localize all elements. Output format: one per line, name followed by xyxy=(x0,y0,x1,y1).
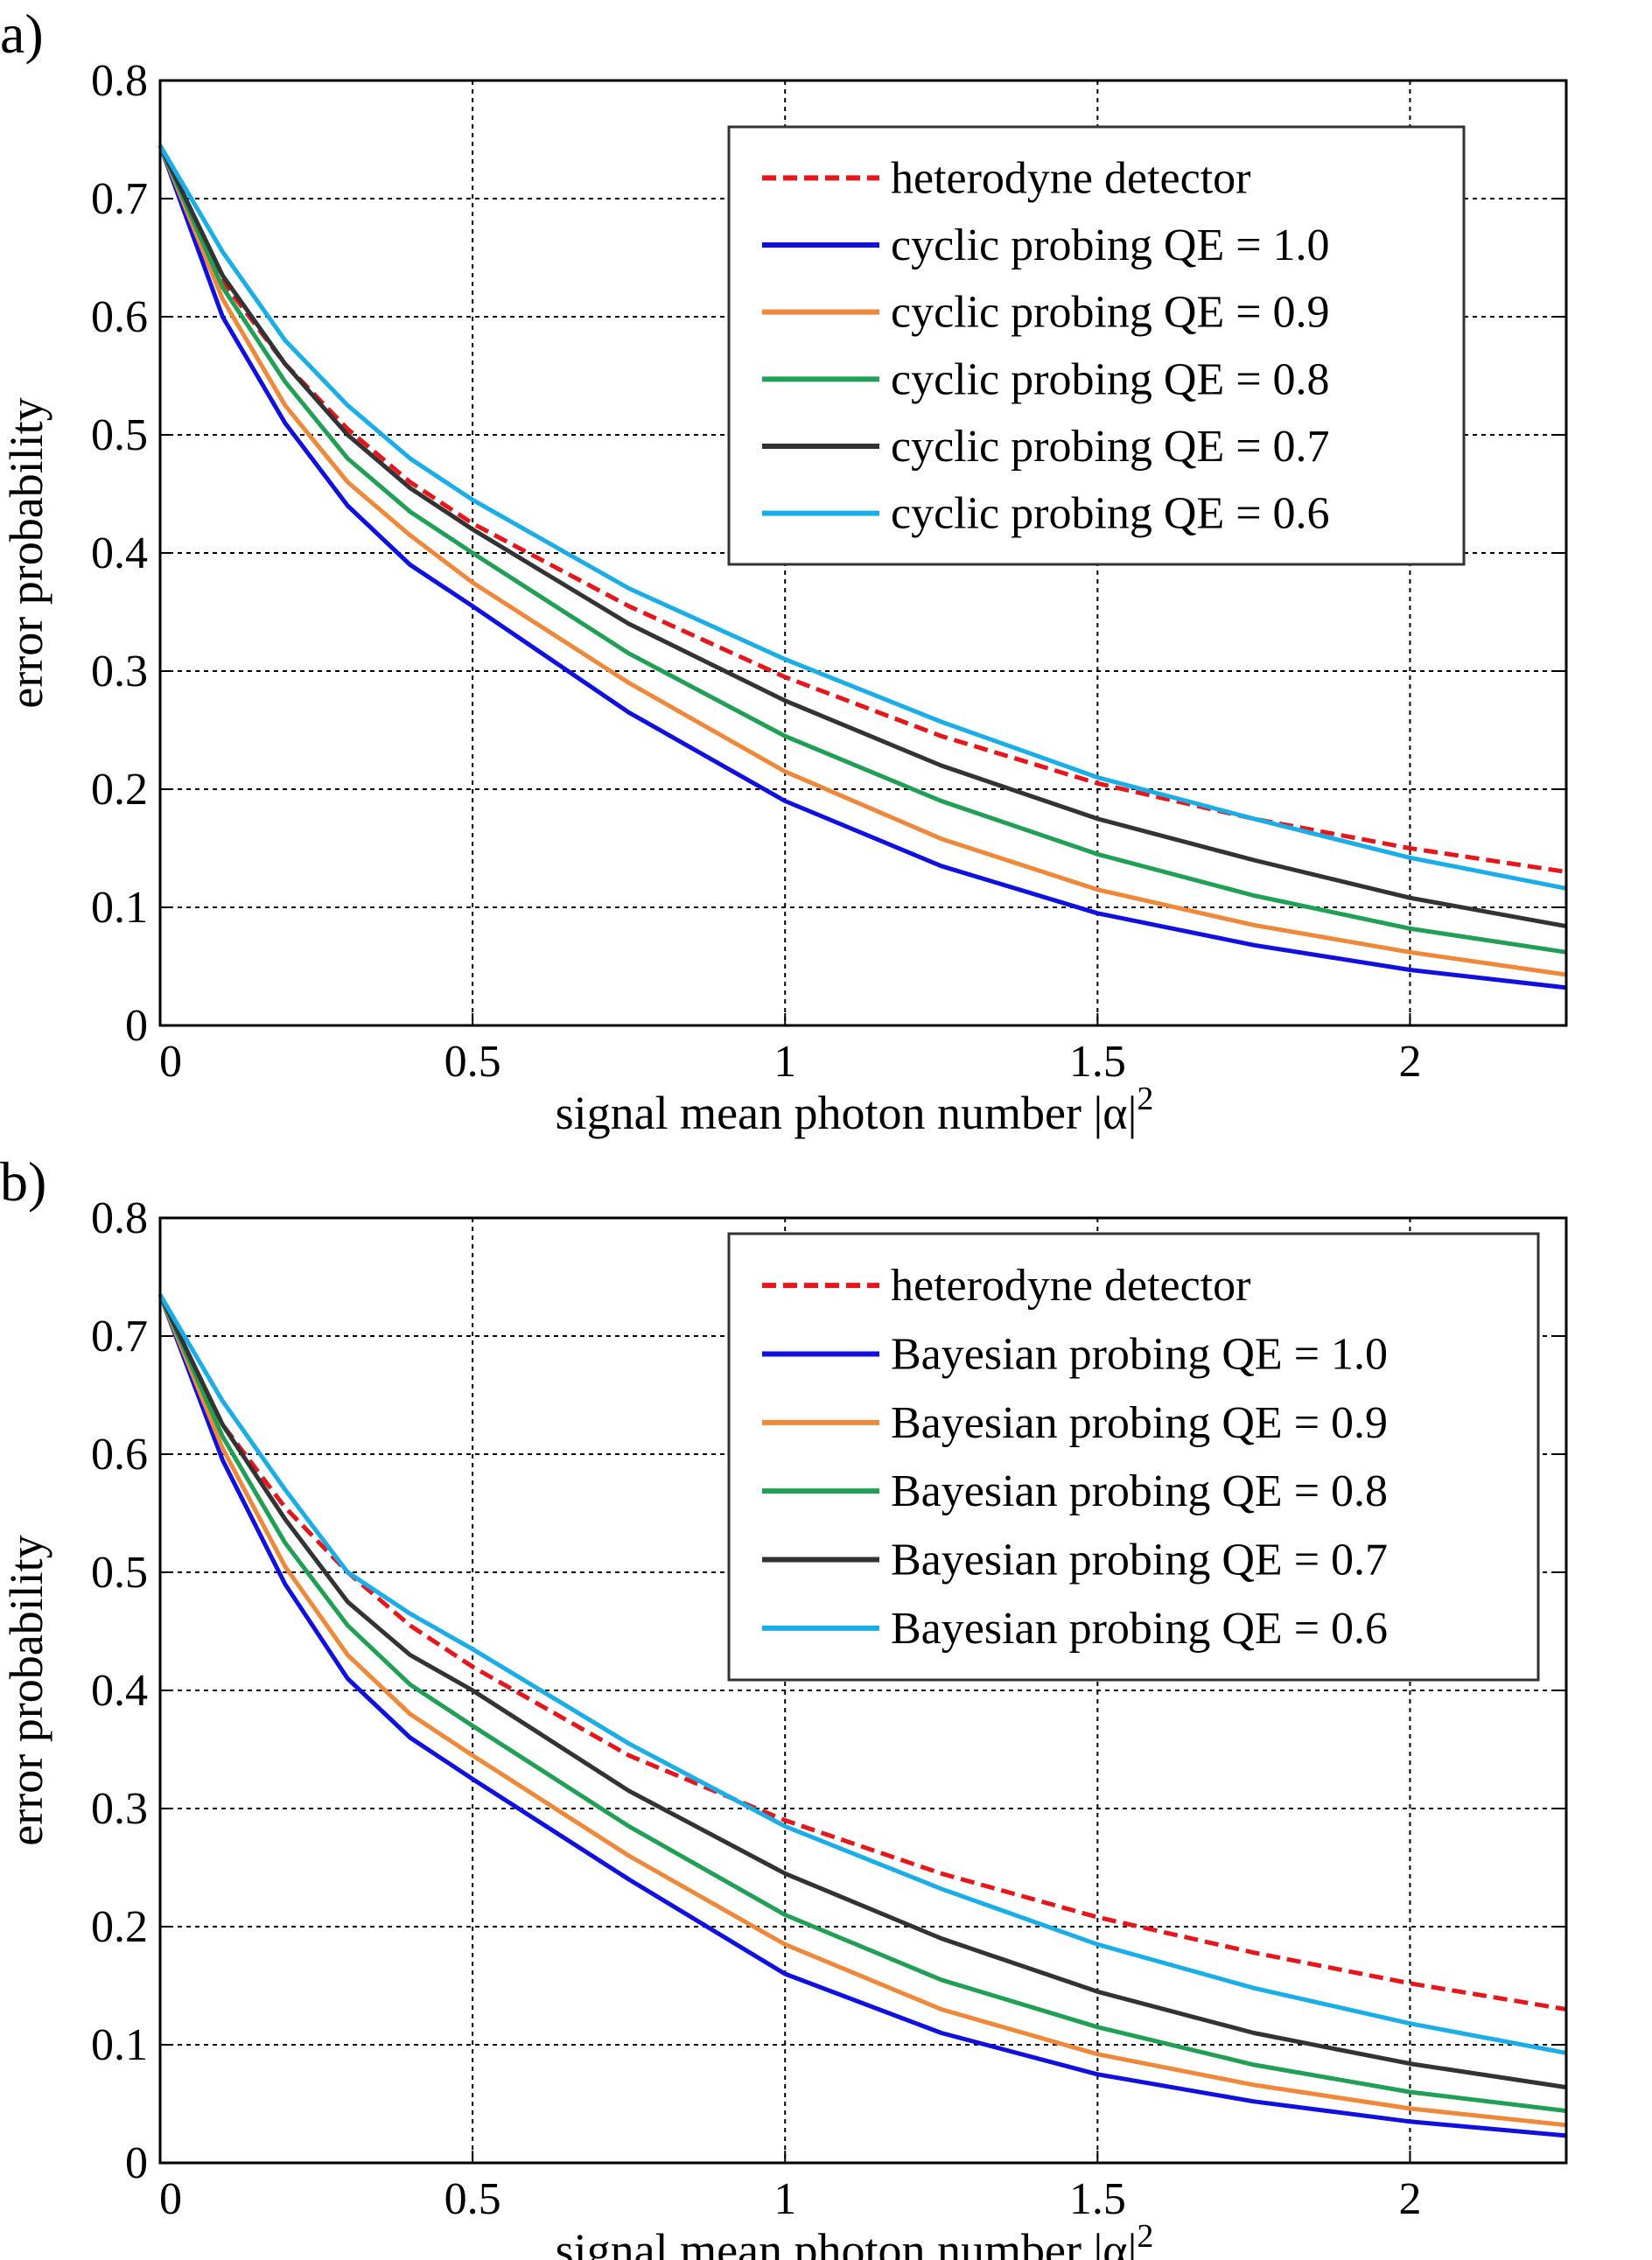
y-tick-label: 0.4 xyxy=(91,528,148,578)
series-line-3 xyxy=(158,1293,1567,2114)
x-axis-label: signal mean photon number |α|2 xyxy=(556,1081,1154,1139)
y-axis-label: error probability xyxy=(0,397,52,708)
x-axis-label: signal mean photon number |α|2 xyxy=(556,2218,1154,2260)
legend-label-1: Bayesian probing QE = 1.0 xyxy=(891,1330,1388,1380)
x-tick-label: 2 xyxy=(1398,1037,1421,1087)
y-tick-label: 0.6 xyxy=(91,292,148,342)
y-tick-label: 0.7 xyxy=(91,1312,148,1361)
panel-a: a)00.10.20.30.40.50.60.70.80 0.5 1 1.5 2sign… xyxy=(0,3,1568,1139)
x-axis-label-superscript: 2 xyxy=(1137,1081,1153,1117)
y-tick-label: 0.1 xyxy=(91,883,148,933)
legend-label-0: heterodyne detector xyxy=(891,1261,1250,1311)
legend-label-3: Bayesian probing QE = 0.8 xyxy=(891,1466,1388,1516)
series-line-1 xyxy=(158,144,1567,990)
x-tick-label: 0 xyxy=(159,1037,182,1087)
y-tick-label: 0.4 xyxy=(91,1666,148,1716)
series-line-3 xyxy=(158,144,1567,955)
series-line-5 xyxy=(158,1293,1567,2055)
y-tick-label: 0.3 xyxy=(91,1784,148,1834)
y-tick-label: 0.5 xyxy=(91,1548,148,1598)
x-tick-label: 0 xyxy=(159,2174,182,2224)
legend-label-5: cyclic probing QE = 0.6 xyxy=(891,489,1330,539)
y-tick-label: 0.3 xyxy=(91,647,148,696)
x-tick-label: 1 xyxy=(774,1037,796,1087)
x-tick-label: 1.5 xyxy=(1069,1037,1126,1087)
legend-label-5: Bayesian probing QE = 0.6 xyxy=(891,1604,1388,1654)
y-tick-label: 0 xyxy=(125,1001,148,1051)
legend-label-0: heterodyne detector xyxy=(891,153,1250,203)
y-tick-label: 0.5 xyxy=(91,410,148,460)
legend-label-2: cyclic probing QE = 0.9 xyxy=(891,288,1330,338)
series-line-4 xyxy=(158,1293,1567,2090)
y-tick-label: 0.8 xyxy=(91,56,148,106)
series-line-4 xyxy=(158,144,1567,929)
legend-box xyxy=(727,125,1466,566)
panel-label: a) xyxy=(0,3,44,65)
legend-box xyxy=(727,1232,1540,1682)
panel-label: b) xyxy=(0,1151,46,1213)
y-tick-label: 0.2 xyxy=(91,1902,148,1952)
series-line-2 xyxy=(158,144,1567,977)
series-line-1 xyxy=(158,1293,1567,2138)
legend-label-4: cyclic probing QE = 0.7 xyxy=(891,422,1330,472)
legend-label-3: cyclic probing QE = 0.8 xyxy=(891,354,1330,404)
panel-b: b)00.10.20.30.40.50.60.70.80 0.5 1 1.5 2sign… xyxy=(0,1151,1568,2260)
y-tick-label: 0.6 xyxy=(91,1430,148,1480)
y-axis-label: error probability xyxy=(0,1535,52,1845)
x-axis-label-text: signal mean photon number |α| xyxy=(556,2224,1138,2260)
y-tick-label: 0.8 xyxy=(91,1193,148,1243)
series-line-0 xyxy=(158,1293,1567,2012)
x-tick-label: 2 xyxy=(1398,2174,1421,2224)
y-tick-label: 0.7 xyxy=(91,174,148,224)
series-line-2 xyxy=(158,1293,1567,2128)
x-tick-label: 0.5 xyxy=(444,2174,501,2224)
x-axis-label-text: signal mean photon number |α| xyxy=(556,1087,1138,1139)
legend-label-4: Bayesian probing QE = 0.7 xyxy=(891,1536,1388,1585)
y-tick-label: 0.2 xyxy=(91,765,148,815)
y-tick-label: 0 xyxy=(125,2138,148,2188)
x-tick-label: 1 xyxy=(774,2174,796,2224)
x-tick-label: 1.5 xyxy=(1069,2174,1126,2224)
series-line-5 xyxy=(158,144,1567,891)
legend-label-2: Bayesian probing QE = 0.9 xyxy=(891,1398,1388,1448)
legend-label-1: cyclic probing QE = 1.0 xyxy=(891,220,1330,270)
x-axis-label-superscript: 2 xyxy=(1137,2218,1153,2255)
x-tick-label: 0.5 xyxy=(444,1037,501,1087)
y-tick-label: 0.1 xyxy=(91,2020,148,2070)
